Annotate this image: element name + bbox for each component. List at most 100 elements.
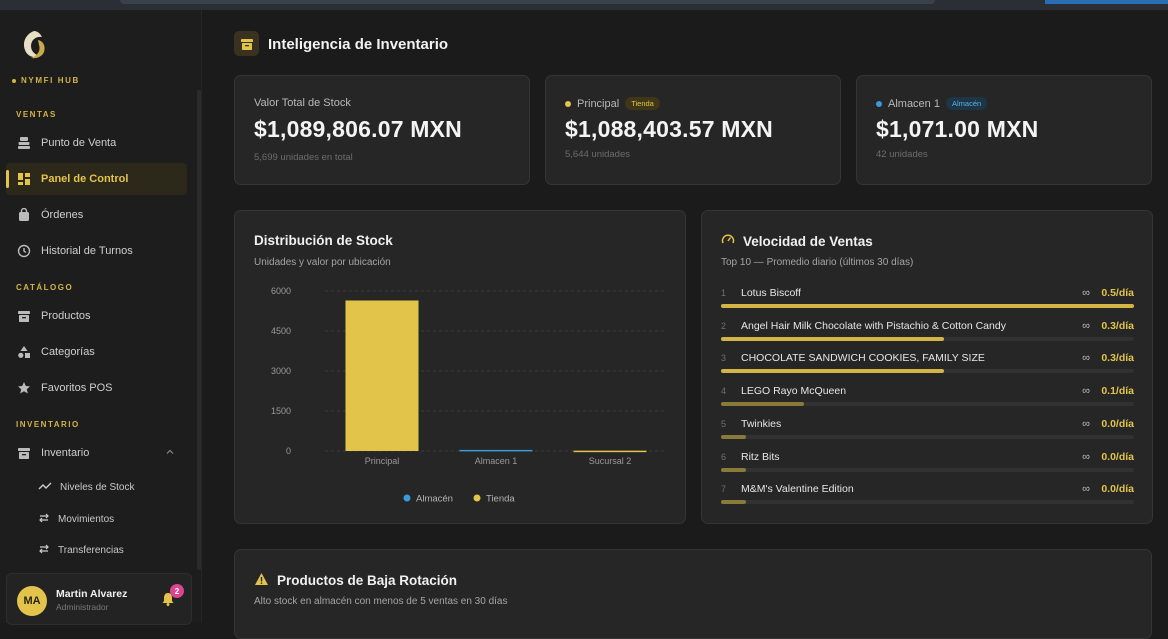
stat-label-text: Principal [577,97,620,110]
stat-sub: 42 unidades [876,149,928,160]
velocity-row[interactable]: 6 Ritz Bits ∞ 0.0/día [721,450,1134,482]
shapes-icon [17,345,31,359]
infinity-icon: ∞ [1082,352,1090,365]
sidebar-item-categorias[interactable]: Categorías [6,336,187,368]
velocity-bar-track [721,369,1134,374]
archive-icon [234,31,259,56]
star-icon [17,381,31,395]
stock-distribution-card: Distribución de Stock Unidades y valor p… [234,210,686,524]
stat-label: Almacen 1 Almacén [876,97,988,110]
y-tick-label: 0 [286,446,291,456]
rank-number: 7 [721,484,727,495]
avatar[interactable]: MA [17,586,47,616]
user-role: Administrador [56,602,109,612]
top-action-button[interactable] [1045,0,1168,4]
stat-label: Valor Total de Stock [254,97,351,109]
sidebar-item-label: Favoritos POS [41,382,113,394]
product-name: Ritz Bits [741,450,780,463]
sidebar-item-panel-de-control[interactable]: Panel de Control [6,163,187,195]
velocity-bar-fill [721,304,1134,308]
location-tag: Almacén [945,97,988,110]
swap-icon [38,544,50,557]
infinity-icon: ∞ [1082,450,1090,463]
sidebar-item-productos[interactable]: Productos [6,300,187,332]
sidebar-item-ordenes[interactable]: Órdenes [6,199,187,231]
product-name: M&M's Valentine Edition [741,483,854,496]
dashboard-icon [17,172,31,186]
sidebar-item-label: Órdenes [41,209,84,221]
sidebar-subitem-transferencias[interactable]: Transferencias [38,544,124,557]
legend-swatch [473,494,481,502]
sidebar-item-label: Punto de Venta [41,137,117,149]
y-tick-label: 6000 [271,286,291,296]
sidebar-item-punto-de-venta[interactable]: Punto de Venta [6,127,187,159]
velocity-row[interactable]: 2 Angel Hair Milk Chocolate with Pistachi… [721,319,1134,351]
stat-label-text: Valor Total de Stock [254,97,351,109]
rank-number: 2 [721,320,727,331]
y-tick-label: 1500 [271,406,291,416]
sidebar-item-inventario[interactable]: Inventario [6,437,187,469]
sales-rate: 0.3/día [1101,352,1134,365]
sidebar-item-favoritos-pos[interactable]: Favoritos POS [6,372,187,404]
stat-sub: 5,644 unidades [565,149,630,160]
archive-icon [17,446,31,460]
velocity-row[interactable]: 7 M&M's Valentine Edition ∞ 0.0/día [721,483,1134,514]
velocity-bar-fill [721,467,746,472]
stat-value: $1,071.00 MXN [876,116,1039,142]
rank-number: 5 [721,418,727,429]
product-name: Angel Hair Milk Chocolate with Pistachio… [741,319,1006,332]
user-profile-card[interactable]: MA Martin Alvarez Administrador 2 [6,573,192,625]
y-tick-label: 4500 [271,326,291,336]
velocity-row[interactable]: 4 LEGO Rayo McQueen ∞ 0.1/día [721,385,1134,416]
velocity-bar-fill [721,500,746,505]
velocity-row[interactable]: 3 CHOCOLATE SANDWICH COOKIES, FAMILY SIZE… [721,352,1134,383]
browser-top-strip [0,0,1168,10]
velocity-row[interactable]: 5 Twinkies ∞ 0.0/día [721,417,1134,449]
sales-velocity-card: Velocidad de Ventas Top 10 — Promedio di… [701,210,1153,524]
infinity-icon: ∞ [1082,417,1090,430]
sidebar-scrollbar[interactable] [197,90,201,570]
box-icon [17,309,31,323]
notification-badge[interactable]: 2 [170,584,184,598]
y-tick-label: 3000 [271,366,291,376]
sidebar-item-label: Categorías [41,346,95,358]
infinity-icon: ∞ [1082,287,1090,299]
rank-number: 1 [721,288,727,298]
rank-number: 3 [721,353,727,364]
sidebar-item-historial-de-turnos[interactable]: Historial de Turnos [6,235,187,267]
address-bar[interactable] [120,0,935,4]
infinity-icon: ∞ [1082,319,1090,332]
velocity-bar-track [721,434,1134,439]
main-content: Inteligencia de Inventario Valor Total d… [203,10,1168,639]
sales-rate: 0.5/día [1101,287,1134,299]
sales-rate: 0.0/día [1101,483,1134,496]
legend-label: Almacén [416,494,453,505]
velocity-row[interactable]: 1 Lotus Biscoff ∞ 0.5/día [721,287,1134,318]
infinity-icon: ∞ [1082,483,1090,496]
card-subtitle: Top 10 — Promedio diario (últimos 30 día… [721,257,914,268]
bar-tienda [573,450,647,453]
infinity-icon: ∞ [1082,385,1090,398]
legend-label: Tienda [486,494,515,505]
clock-icon [17,244,31,258]
register-icon [17,136,31,150]
nymfi-logo-icon[interactable] [18,28,50,62]
section-inventario: INVENTARIO [16,420,80,429]
sidebar-item-label: Historial de Turnos [41,245,133,257]
gauge-icon [721,233,735,250]
sales-rate: 0.1/día [1101,385,1134,398]
brand-name: NYMFI HUB [12,76,80,85]
velocity-bar-track [721,500,1134,505]
velocity-bar-fill [721,402,804,407]
sidebar-item-label: Panel de Control [41,173,129,185]
card-title: Distribución de Stock [254,233,393,248]
swap-icon [38,513,50,526]
chevron-up-icon[interactable] [165,447,175,457]
sales-rate: 0.3/día [1101,319,1134,332]
low-rotation-card: Productos de Baja Rotación Alto stock en… [234,549,1152,639]
stat-label: Principal Tienda [565,97,660,110]
sidebar-subitem-movimientos[interactable]: Movimientos [38,513,114,526]
sidebar-subitem-niveles-de-stock[interactable]: Niveles de Stock [38,481,134,494]
user-name: Martin Alvarez [56,588,128,600]
warning-icon [254,572,269,589]
